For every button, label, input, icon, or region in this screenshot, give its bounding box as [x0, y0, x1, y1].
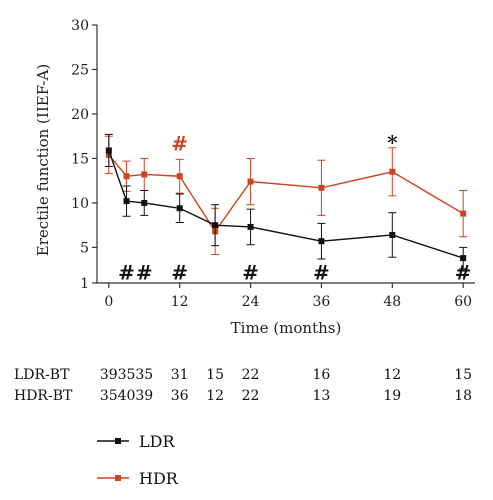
significance-mark: # — [455, 260, 472, 284]
data-point — [141, 171, 148, 178]
data-point — [176, 205, 183, 212]
x-tick-label: 0 — [104, 294, 113, 310]
n-value: 35 — [118, 367, 136, 383]
significance-mark: # — [171, 131, 188, 155]
n-value: 36 — [171, 388, 189, 404]
x-ticks: 0 12 24 36 48 60 — [104, 283, 472, 310]
significance-mark: # — [118, 260, 135, 284]
y-tick-label: 25 — [71, 62, 89, 78]
n-value: 22 — [242, 388, 260, 404]
x-tick-label: 48 — [383, 294, 401, 310]
x-tick-label: 12 — [171, 294, 189, 310]
legend: LDR HDR — [97, 432, 179, 488]
significance-mark: * — [387, 130, 398, 154]
series-line — [108, 150, 464, 259]
data-point — [105, 147, 112, 154]
data-point — [176, 173, 183, 180]
x-tick-label: 36 — [313, 294, 331, 310]
legend-item-ldr: LDR — [97, 432, 175, 451]
n-value: 16 — [313, 367, 331, 383]
data-point — [318, 238, 325, 245]
legend-item-hdr: HDR — [97, 469, 179, 488]
n-value: 12 — [383, 367, 401, 383]
legend-marker — [115, 438, 121, 444]
data-point — [212, 222, 219, 229]
data-point — [318, 184, 325, 191]
n-value: 35 — [100, 388, 118, 404]
n-value: 12 — [206, 388, 224, 404]
n-value: 31 — [171, 367, 189, 383]
y-axis-title: Erectile function (IIEF-A) — [34, 64, 52, 256]
data-point — [141, 199, 148, 206]
y-tick-label: 15 — [71, 151, 89, 167]
y-tick-label: 5 — [80, 240, 89, 256]
y-tick-label: 1 — [80, 276, 89, 292]
n-value: 19 — [383, 388, 401, 404]
data-point — [123, 173, 130, 180]
significance-mark: # — [313, 260, 330, 284]
series-layer — [104, 133, 468, 270]
data-point — [247, 223, 254, 230]
legend-marker — [115, 475, 121, 481]
n-row-label: HDR-BT — [14, 388, 73, 404]
n-row-label: LDR-BT — [14, 367, 70, 383]
series-hdr — [104, 135, 468, 256]
y-tick-label: 30 — [71, 18, 89, 34]
n-value: 40 — [118, 388, 136, 404]
data-point — [123, 198, 130, 205]
n-value: 35 — [135, 367, 153, 383]
data-point — [460, 210, 467, 217]
data-point — [460, 255, 467, 262]
legend-label: LDR — [139, 432, 175, 451]
n-value: 22 — [242, 367, 260, 383]
legend-label: HDR — [139, 469, 179, 488]
n-value: 15 — [206, 367, 224, 383]
y-tick-label: 20 — [71, 107, 89, 123]
n-value: 39 — [135, 388, 153, 404]
x-tick-label: 24 — [242, 294, 260, 310]
y-tick-label: 10 — [71, 196, 89, 212]
annotation-layer: # # # # # ## * — [118, 130, 471, 284]
n-value: 39 — [100, 367, 118, 383]
n-value: 18 — [454, 388, 472, 404]
significance-mark: # — [171, 260, 188, 284]
data-point — [389, 231, 396, 238]
data-point — [247, 178, 254, 185]
series-line — [108, 154, 464, 233]
n-value: 13 — [313, 388, 331, 404]
data-point — [389, 168, 396, 175]
series-ldr — [104, 133, 468, 270]
significance-mark: # — [136, 260, 153, 284]
x-tick-label: 60 — [454, 294, 472, 310]
x-axis-title: Time (months) — [231, 319, 342, 337]
significance-mark: # — [242, 260, 259, 284]
n-value: 15 — [454, 367, 472, 383]
